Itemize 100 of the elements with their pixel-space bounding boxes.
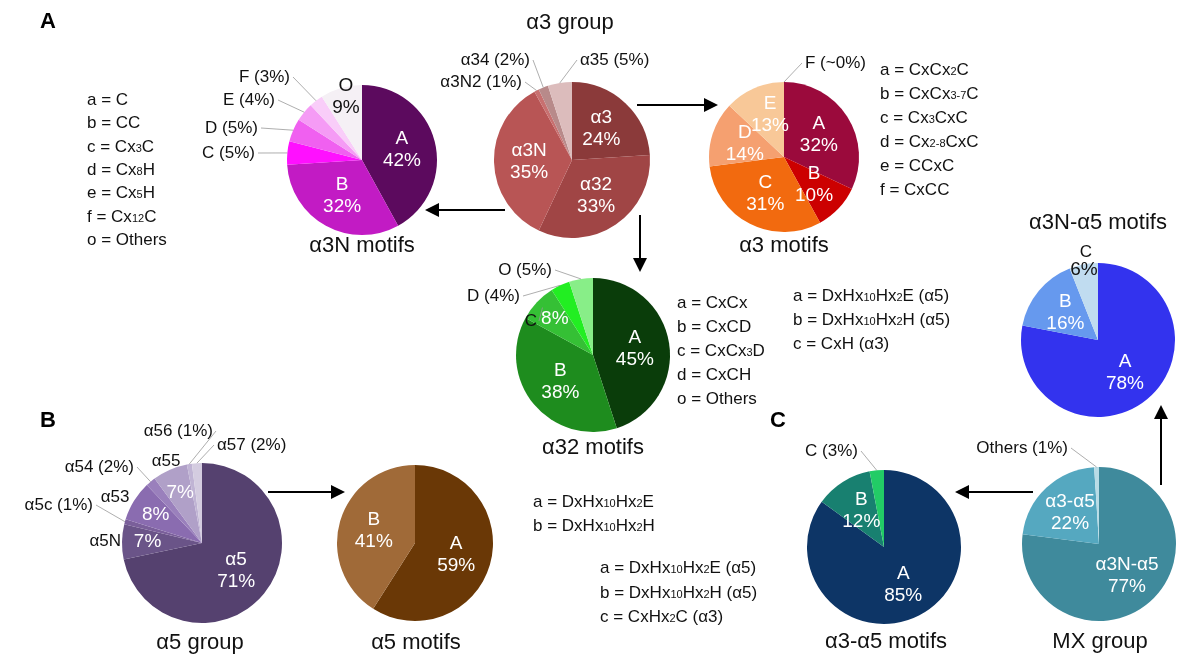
slice-label: D — [205, 117, 218, 137]
slice-label: α55 — [151, 450, 181, 470]
slice-label: α54 — [64, 456, 94, 476]
data-label: (4%) — [484, 285, 521, 305]
text: b = CC — [87, 113, 141, 133]
chart-title: α3 group — [526, 9, 614, 35]
slice-label: α3N — [511, 138, 547, 160]
data-label: 33% — [577, 194, 616, 216]
data-label: (4%) — [239, 89, 276, 109]
slice-label: α3N-α5 — [1095, 553, 1159, 574]
slice-label: α53 — [100, 486, 130, 506]
slice-label: α34 — [460, 49, 490, 69]
slice-label: α3 — [590, 105, 613, 127]
slice-label: C — [805, 440, 818, 460]
slice-label: B — [554, 359, 567, 381]
slice-label: O — [338, 74, 354, 96]
data-label: (2%) — [494, 49, 531, 69]
slice-label: C — [202, 142, 215, 162]
slice-label: α5N — [89, 530, 121, 550]
data-label: 45% — [615, 347, 654, 369]
data-label: 7% — [166, 481, 195, 503]
data-label: 31% — [746, 192, 785, 214]
data-label: 32% — [799, 134, 838, 156]
data-label: 32% — [323, 195, 362, 217]
text: c = CxH (α3) — [793, 334, 890, 353]
data-label: 10% — [795, 184, 834, 206]
data-label: 12% — [842, 510, 881, 532]
data-label: 59% — [437, 554, 476, 576]
text: MX group — [1052, 628, 1148, 654]
data-label: 9% — [332, 96, 360, 118]
text: α3-α5 motifs — [824, 628, 948, 654]
data-label: (1%) — [1032, 437, 1069, 457]
slice-label: C — [758, 170, 773, 192]
data-label: (5%) — [613, 49, 650, 69]
data-label: (5%) — [219, 142, 256, 162]
data-label: 16% — [1046, 312, 1085, 334]
slice-label: B — [335, 173, 349, 195]
slice-label: A — [628, 325, 642, 347]
data-label: 78% — [1105, 371, 1145, 393]
text: C — [770, 407, 786, 433]
slice-label: α32 — [580, 172, 613, 194]
slice-label: C — [524, 310, 538, 330]
slice-label: A — [896, 561, 910, 583]
slice-label: E — [223, 89, 235, 109]
data-label: (2%) — [98, 456, 135, 476]
data-label: (3%) — [822, 440, 859, 460]
data-label: 77% — [1107, 575, 1147, 596]
text: A — [40, 8, 56, 34]
data-label: 38% — [541, 381, 580, 403]
data-label: (1%) — [57, 494, 94, 514]
text: α5 motifs — [371, 629, 461, 655]
chart-title: α3N-α5 motifs — [1029, 209, 1167, 235]
slice-label: A — [395, 126, 409, 148]
text: f = CxCC — [880, 180, 950, 199]
data-label: 41% — [354, 530, 393, 552]
data-label: 85% — [884, 583, 923, 605]
slice-label: α56 — [143, 420, 173, 440]
data-label: (3%) — [254, 66, 291, 86]
slice-label: B — [807, 162, 821, 184]
slice-label: α5 — [225, 547, 247, 569]
slice-label: A — [812, 112, 826, 134]
slice-label: α57 — [217, 434, 246, 454]
data-label: 71% — [217, 569, 256, 591]
slice-label: B — [1059, 290, 1072, 312]
text: α5 group — [156, 629, 244, 655]
text: d = CxCH — [677, 365, 752, 384]
data-label: (1%) — [486, 71, 523, 91]
text: α3N motifs — [309, 232, 415, 258]
data-label: (2%) — [250, 434, 287, 454]
data-label: (1%) — [177, 420, 214, 440]
slice-label: α3-α5 — [1045, 490, 1095, 512]
slice-label: A — [1118, 349, 1132, 371]
data-label: 7% — [133, 530, 162, 552]
slice-label: O — [498, 259, 512, 279]
text: α32 motifs — [542, 434, 644, 460]
slice-label: A — [449, 532, 463, 554]
slice-label: F — [239, 66, 250, 86]
data-label: 8% — [142, 502, 170, 524]
legend-label: F — [805, 52, 816, 72]
slice-label: α5c — [24, 494, 53, 514]
text: b = CxCD — [677, 317, 752, 336]
slice-label: E — [763, 92, 777, 114]
data-label: 8% — [541, 307, 569, 329]
text: (~0%) — [820, 52, 866, 72]
data-label: (5%) — [222, 117, 259, 137]
data-label: 14% — [725, 143, 764, 165]
data-label: 42% — [382, 148, 422, 170]
text: a = C — [87, 90, 129, 109]
data-label: (5%) — [516, 259, 553, 279]
data-label: 6% — [1070, 258, 1098, 280]
data-label: 22% — [1050, 512, 1090, 534]
slice-label: B — [854, 488, 868, 510]
text: a = CxCx — [677, 293, 748, 312]
text: B — [40, 407, 56, 433]
text: e = CCxC — [880, 156, 955, 175]
data-label: 24% — [582, 127, 621, 149]
text: α3 motifs — [739, 232, 829, 258]
slice-label: B — [367, 508, 381, 530]
text: o = Others — [677, 389, 757, 408]
slice-label: α35 — [580, 49, 609, 69]
